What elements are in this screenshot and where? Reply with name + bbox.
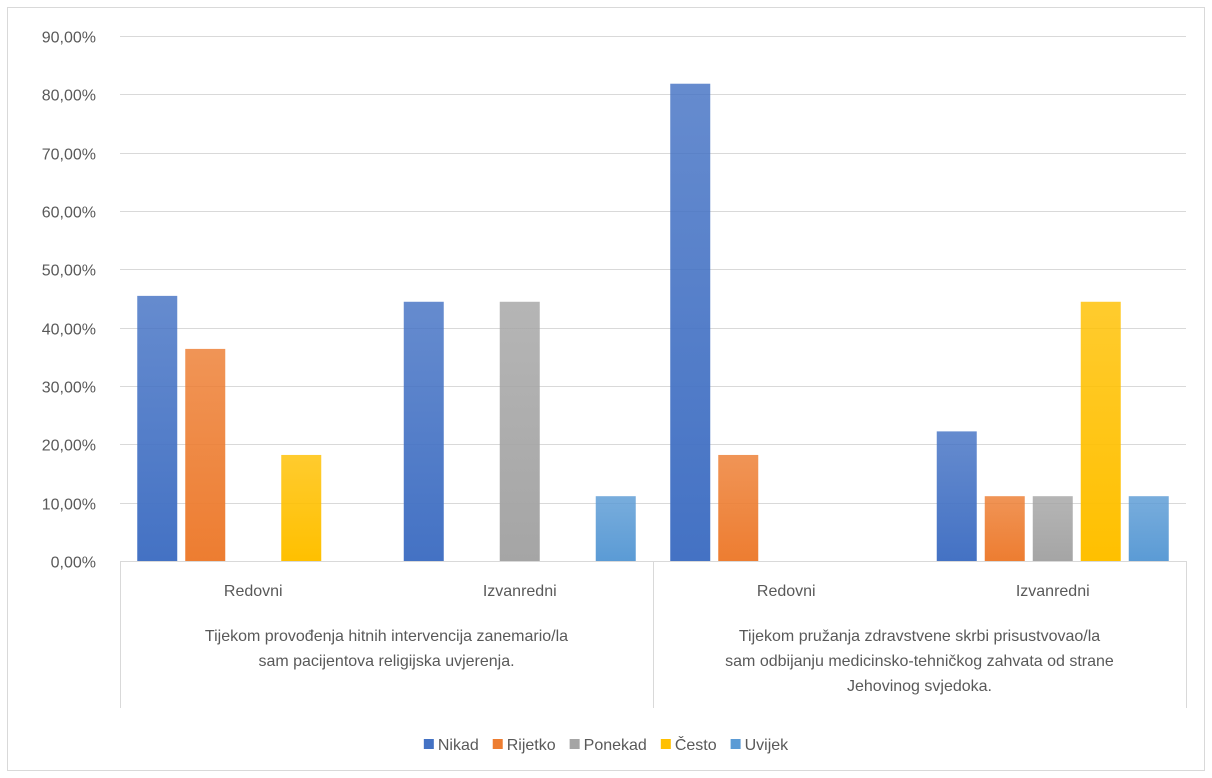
x-category-label: Redovni (224, 583, 283, 600)
bar-rijetko (718, 454, 759, 561)
legend-label: Uvijek (745, 737, 790, 754)
y-tick-label: 80,00% (42, 88, 96, 105)
y-tick-label: 10,00% (42, 497, 96, 514)
legend-label: Ponekad (584, 737, 647, 754)
legend-item-uvijek: Uvijek (730, 737, 790, 754)
legend-swatch (730, 739, 741, 749)
y-axis-ticks: 0,00% 10,00% 20,00% 30,00% 40,00% 50,00% 60,00… (42, 30, 96, 572)
bars (137, 83, 1169, 561)
x-group-label: Tijekom pružanja zdravstvene skrbi prisu… (739, 628, 1100, 645)
legend-swatch (660, 739, 671, 749)
bar-rijetko (984, 496, 1025, 561)
x-category-label: Izvanredni (1016, 583, 1090, 600)
bar-nikad (137, 295, 178, 561)
legend: Nikad Rijetko Ponekad Često Uvijek (423, 735, 790, 754)
legend-swatch (569, 739, 580, 749)
x-axis: Redovni Izvanredni Redovni Izvanredni Tijeko… (120, 561, 1187, 708)
legend-item-rijetko: Rijetko (492, 737, 556, 754)
x-group-label: sam odbijanju medicinsko-tehničkog zahva… (725, 653, 1114, 670)
legend-item-ponekad: Ponekad (569, 737, 647, 754)
legend-label: Rijetko (507, 737, 556, 754)
bar-nikad (403, 301, 444, 561)
y-tick-label: 70,00% (42, 147, 96, 164)
y-tick-label: 30,00% (42, 380, 96, 397)
y-tick-label: 90,00% (42, 30, 96, 47)
bar-uvijek (595, 496, 636, 561)
x-group-label: sam pacijentova religijska uvjerenja. (258, 653, 514, 670)
x-category-label: Redovni (757, 583, 816, 600)
legend-label: Često (675, 735, 717, 754)
y-tick-label: 0,00% (51, 555, 96, 572)
y-tick-label: 20,00% (42, 438, 96, 455)
bar-često (1080, 301, 1121, 561)
bar-često (281, 454, 322, 561)
bar-ponekad (499, 301, 540, 561)
y-tick-label: 60,00% (42, 205, 96, 222)
bar-ponekad (1032, 496, 1073, 561)
bar-nikad (670, 83, 711, 561)
legend-item-nikad: Nikad (423, 737, 479, 754)
legend-label: Nikad (438, 737, 479, 754)
bar-rijetko (185, 348, 226, 561)
x-category-label: Izvanredni (483, 583, 557, 600)
x-group-label: Jehovinog svjedoka. (847, 678, 992, 695)
legend-swatch (492, 739, 503, 749)
bar-uvijek (1128, 496, 1169, 561)
y-tick-label: 40,00% (42, 322, 96, 339)
y-tick-label: 50,00% (42, 263, 96, 280)
x-group-label: Tijekom provođenja hitnih intervencija z… (205, 628, 568, 645)
legend-item-često: Često (660, 735, 717, 754)
legend-swatch (423, 739, 434, 749)
bar-nikad (936, 431, 977, 561)
